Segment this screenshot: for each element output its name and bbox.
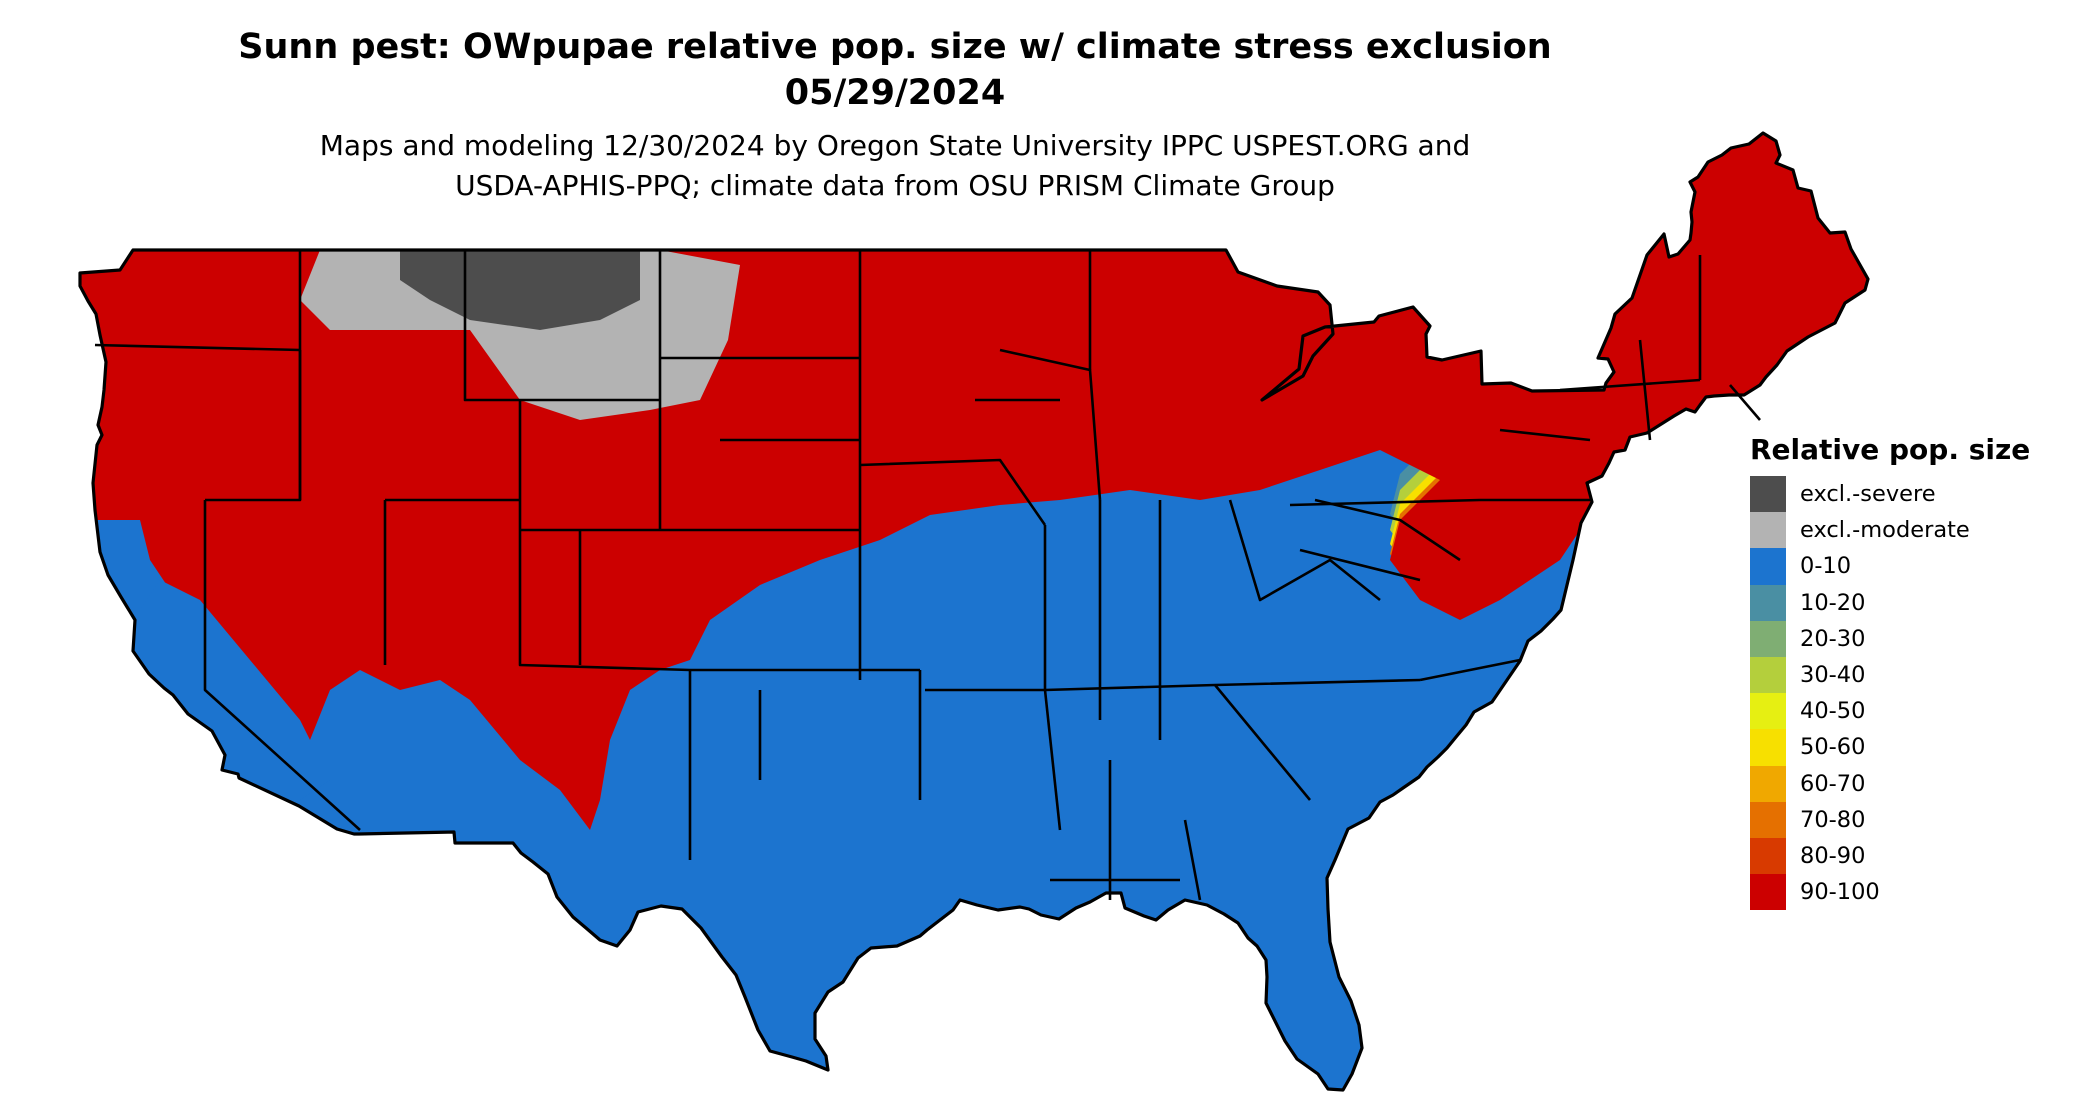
- legend-swatch: [1750, 512, 1786, 549]
- state-border: [518, 400, 691, 672]
- legend-swatch: [1750, 693, 1786, 730]
- state-border: [203, 500, 361, 831]
- legend-swatch: [1750, 584, 1786, 621]
- legend-item: excl.-severe: [1750, 476, 2030, 513]
- legend-label: 50-60: [1800, 734, 1866, 761]
- legend-swatch: [1750, 765, 1786, 802]
- state-border: [1419, 658, 1521, 682]
- state-border: [999, 348, 1102, 501]
- legend-item: 30-40: [1750, 656, 2030, 694]
- legend-label: 90-100: [1800, 879, 1880, 906]
- state-border: [859, 458, 1047, 526]
- legend-swatch: [1750, 476, 1786, 513]
- legend-item: 70-80: [1750, 801, 2030, 838]
- zone-cold-valley: [120, 580, 330, 800]
- state-border: [1043, 689, 1062, 831]
- legend-swatch: [1750, 837, 1786, 875]
- legend-label: 60-70: [1800, 770, 1866, 797]
- map-title-line1: Sunn pest: OWpupae relative pop. size w/…: [238, 27, 1552, 67]
- legend-swatch: [1750, 656, 1786, 694]
- legend-item: 40-50: [1750, 693, 2030, 730]
- state-border: [1299, 548, 1421, 582]
- legend-swatch: [1750, 729, 1786, 766]
- state-border: [205, 350, 302, 502]
- legend-item: 0-10: [1750, 548, 2030, 585]
- legend-swatch: [1750, 620, 1786, 657]
- legend-item: 50-60: [1750, 729, 2030, 766]
- map-subtitle-line1: Maps and modeling 12/30/2024 by Oregon S…: [319, 129, 1471, 162]
- state-border: [1228, 499, 1381, 602]
- legend-item: 20-30: [1750, 620, 2030, 657]
- legend-label: 70-80: [1800, 806, 1866, 833]
- state-border: [1183, 819, 1202, 901]
- map-subtitle-line2: USDA-APHIS-PPQ; climate data from OSU PR…: [455, 169, 1335, 202]
- legend-title: Relative pop. size: [1750, 433, 2031, 466]
- legend-label: excl.-moderate: [1800, 517, 1970, 544]
- legend: Relative pop. size excl.-severe excl.-mod…: [1750, 430, 2031, 911]
- legend-label: 80-90: [1800, 842, 1866, 869]
- legend-label: 20-30: [1800, 625, 1866, 652]
- map-title-date: 05/29/2024: [784, 73, 1006, 113]
- map-title: Sunn pest: OWpupae relative pop. size w/…: [0, 24, 1790, 116]
- state-border: [1314, 498, 1461, 562]
- legend-label: excl.-severe: [1800, 481, 1936, 508]
- zone-excl-severe: [400, 250, 640, 330]
- legend-swatch: [1750, 548, 1786, 585]
- state-border: [1289, 498, 1481, 507]
- legend-item: 80-90: [1750, 837, 2030, 875]
- legend-swatch: [1750, 874, 1786, 911]
- legend-items: excl.-severe excl.-moderate 0-10 10-20 20-30…: [1750, 476, 2030, 911]
- state-border: [94, 343, 301, 352]
- legend-item: excl.-moderate: [1750, 512, 2030, 549]
- state-border: [1729, 384, 1761, 421]
- map-subtitle: Maps and modeling 12/30/2024 by Oregon S…: [0, 126, 1790, 206]
- legend-item: 60-70: [1750, 765, 2030, 802]
- legend-item: 10-20: [1750, 584, 2030, 621]
- state-border: [463, 250, 660, 402]
- legend-swatch: [1750, 801, 1786, 838]
- legend-label: 40-50: [1800, 698, 1866, 725]
- legend-label: 0-10: [1800, 553, 1852, 580]
- legend-label: 30-40: [1800, 662, 1866, 689]
- state-border: [1499, 428, 1591, 442]
- legend-item: 90-100: [1750, 874, 2030, 911]
- state-borders: [78, 131, 1870, 1092]
- state-border: [1638, 339, 1652, 441]
- state-border: [1213, 684, 1312, 801]
- state-border: [1559, 378, 1701, 392]
- legend-label: 10-20: [1800, 589, 1866, 616]
